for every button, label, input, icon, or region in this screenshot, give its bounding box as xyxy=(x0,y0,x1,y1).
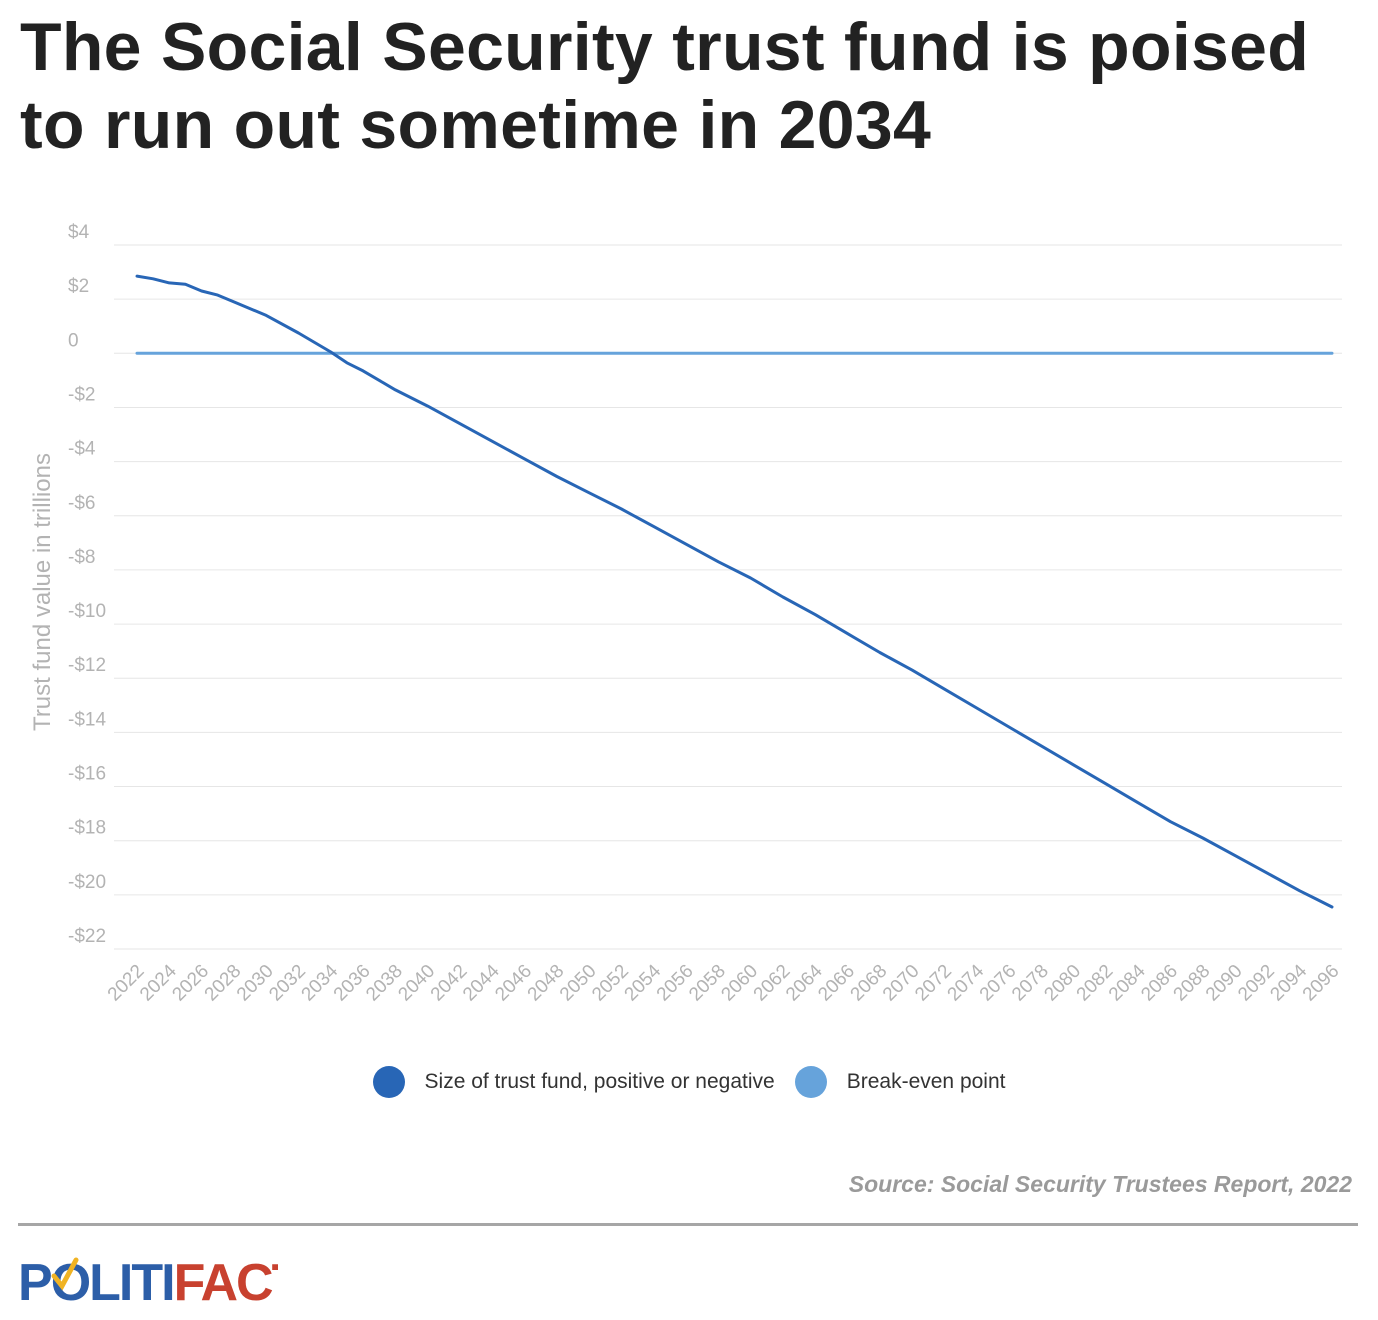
x-tick-label: 2096 xyxy=(1299,961,1344,1006)
x-tick-label: 2024 xyxy=(136,960,181,1005)
legend-label-breakeven: Break-even point xyxy=(846,1070,1006,1093)
x-tick-label: 2062 xyxy=(750,961,795,1006)
logo-liti: LITI xyxy=(89,1256,173,1306)
y-tick-label: $4 xyxy=(68,222,90,243)
legend: Size of trust fund, positive or negative… xyxy=(0,1066,1378,1098)
x-tick-label: 2072 xyxy=(911,961,956,1006)
x-axis-ticks: 2022202420262028203020322034203620382040… xyxy=(104,960,1344,1005)
x-tick-label: 2046 xyxy=(491,961,536,1006)
y-tick-label: -$2 xyxy=(68,384,95,405)
x-tick-label: 2028 xyxy=(201,961,246,1006)
x-tick-label: 2070 xyxy=(879,961,924,1006)
x-tick-label: 2058 xyxy=(685,961,730,1006)
x-tick-label: 2084 xyxy=(1105,960,1150,1005)
chart-title: The Social Security trust fund is poised… xyxy=(20,9,1310,163)
x-tick-label: 2092 xyxy=(1234,961,1279,1006)
y-tick-label: -$8 xyxy=(68,547,95,568)
y-tick-label: -$22 xyxy=(68,926,106,947)
x-tick-label: 2032 xyxy=(265,961,310,1006)
y-tick-label: -$10 xyxy=(68,601,106,622)
check-mark-icon xyxy=(51,1257,79,1291)
x-tick-label: 2044 xyxy=(459,960,504,1005)
x-tick-label: 2040 xyxy=(394,961,439,1006)
y-axis-ticks: $4 $2 0 -$2 -$4 -$6 -$8 -$10 -$12 -$14 -$16 -$18 -$2… xyxy=(68,222,106,947)
legend-item-fund: Size of trust fund, positive or negative xyxy=(372,1066,775,1098)
x-tick-label: 2022 xyxy=(104,961,149,1006)
logo-letter-p: P xyxy=(18,1256,51,1306)
x-tick-label: 2026 xyxy=(168,961,213,1006)
logo-fact: FACT xyxy=(174,1256,278,1306)
y-tick-label: -$16 xyxy=(68,764,106,785)
series-lines xyxy=(135,274,1334,909)
x-tick-label: 2066 xyxy=(814,961,859,1006)
legend-marker-breakeven xyxy=(794,1066,827,1098)
x-tick-label: 2050 xyxy=(556,961,601,1006)
y-tick-label: $2 xyxy=(68,276,89,297)
source-note: Source: Social Security Trustees Report,… xyxy=(848,1171,1352,1197)
y-axis-label: Trust fund value in trillions xyxy=(29,453,56,731)
line-chart: $4 $2 0 -$2 -$4 -$6 -$8 -$10 -$12 -$14 -$16 -$18 -$2… xyxy=(29,222,1344,1005)
x-tick-label: 2094 xyxy=(1266,960,1311,1005)
x-tick-label: 2034 xyxy=(298,960,343,1005)
footer-divider xyxy=(18,1223,1358,1226)
series-line-trust-fund xyxy=(135,274,1334,909)
x-tick-label: 2090 xyxy=(1202,961,1247,1006)
x-tick-label: 2052 xyxy=(588,961,633,1006)
legend-label-fund: Size of trust fund, positive or negative xyxy=(424,1070,775,1093)
y-tick-label: -$12 xyxy=(68,655,106,676)
x-tick-label: 2056 xyxy=(653,961,698,1006)
x-tick-label: 2042 xyxy=(427,961,472,1006)
y-tick-label: -$18 xyxy=(68,818,106,839)
y-tick-label: 0 xyxy=(68,330,79,351)
x-tick-label: 2074 xyxy=(944,960,989,1005)
x-tick-label: 2064 xyxy=(782,960,827,1005)
x-tick-label: 2054 xyxy=(621,960,666,1005)
x-tick-label: 2080 xyxy=(1040,961,1085,1006)
x-tick-label: 2078 xyxy=(1008,961,1053,1006)
legend-marker-fund xyxy=(372,1066,405,1098)
x-tick-label: 2038 xyxy=(362,961,407,1006)
y-tick-label: -$20 xyxy=(68,872,106,893)
x-tick-label: 2082 xyxy=(1073,961,1118,1006)
gridlines xyxy=(114,244,1342,950)
x-tick-label: 2088 xyxy=(1170,961,1215,1006)
x-tick-label: 2086 xyxy=(1137,961,1182,1006)
x-tick-label: 2068 xyxy=(847,961,892,1006)
x-tick-label: 2048 xyxy=(524,961,569,1006)
x-tick-label: 2060 xyxy=(717,961,762,1006)
y-tick-label: -$6 xyxy=(68,493,95,514)
x-tick-label: 2036 xyxy=(330,961,375,1006)
politifact-logo: POLITIFACT xyxy=(18,1256,278,1306)
legend-item-breakeven: Break-even point xyxy=(794,1066,1006,1098)
x-tick-label: 2030 xyxy=(233,961,278,1006)
y-tick-label: -$14 xyxy=(68,709,106,730)
y-tick-label: -$4 xyxy=(68,439,96,460)
x-tick-label: 2076 xyxy=(976,961,1021,1006)
